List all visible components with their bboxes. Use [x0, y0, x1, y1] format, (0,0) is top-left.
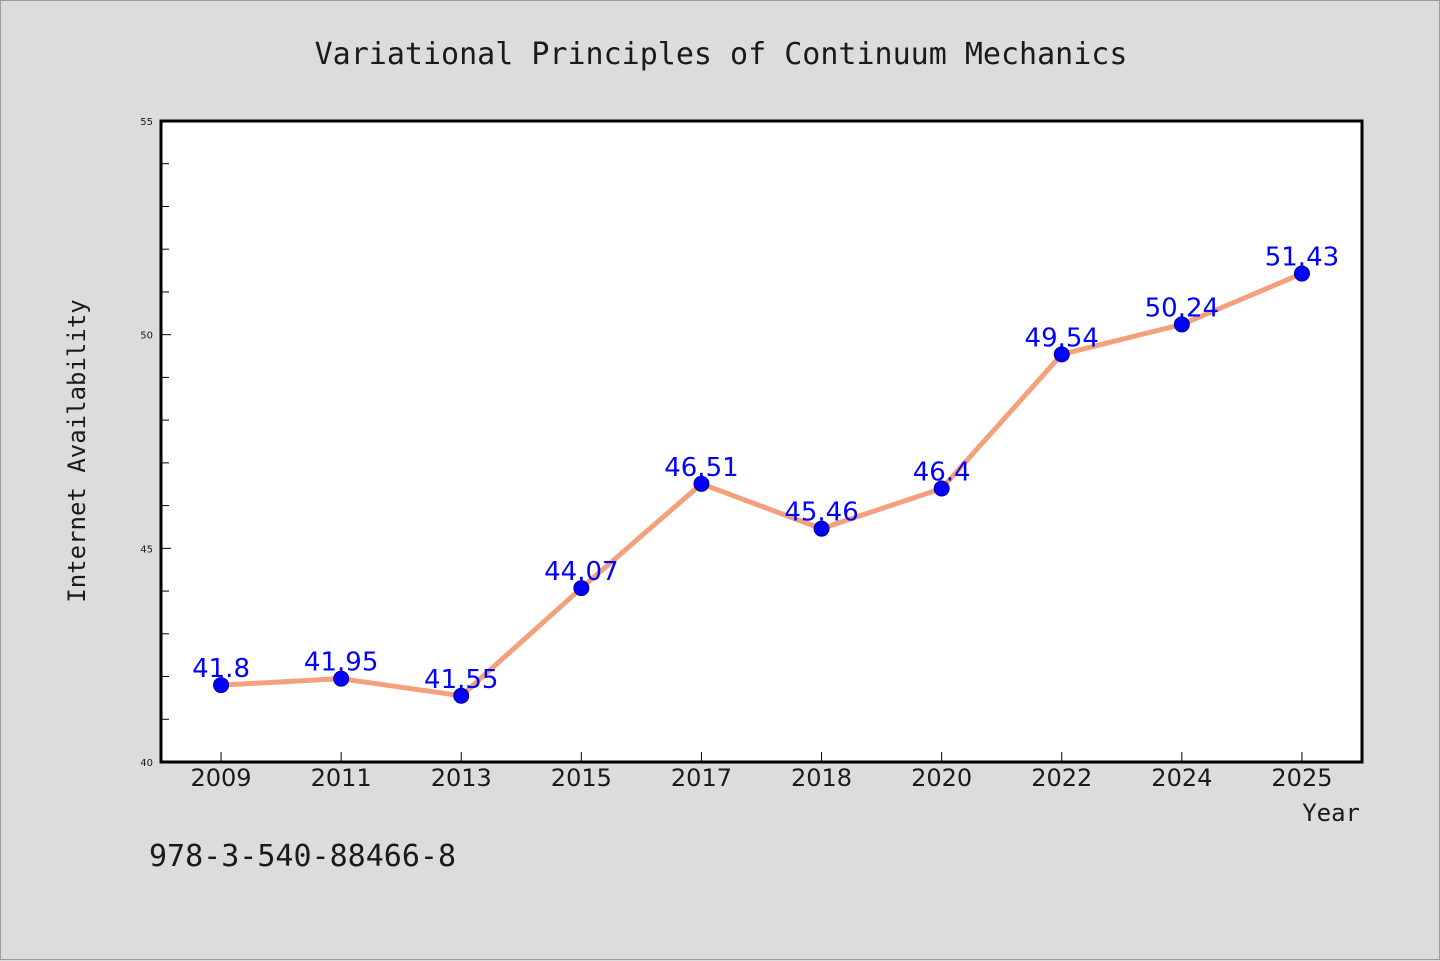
- data-label: 41.55: [424, 665, 498, 695]
- y-axis-ticks: 40 45 50 55: [140, 117, 171, 769]
- data-point: [213, 677, 230, 694]
- isbn-footer: 978-3-540-88466-8: [149, 839, 456, 874]
- data-label: 41.8: [192, 654, 250, 684]
- data-label: 51.43: [1265, 243, 1339, 273]
- data-label: 50.24: [1145, 293, 1219, 323]
- series-layer: 41.8 41.95 41.55 44.07 46.51 45.46 46.4 49.54 50…: [192, 243, 1339, 704]
- data-point: [933, 480, 950, 497]
- x-tick-label: 2013: [431, 764, 492, 792]
- x-tick-label: 2018: [791, 764, 852, 792]
- x-axis-ticks: 2009 2011 2013 2015 2017 2018 2020 2022 2024 2025: [191, 752, 1332, 792]
- x-tick-label: 2015: [551, 764, 612, 792]
- x-tick-label: 2017: [671, 764, 732, 792]
- y-tick-label: 40: [140, 758, 153, 769]
- series-line: [218, 271, 1305, 699]
- data-label: 41.95: [304, 648, 378, 678]
- x-tick-label: 2022: [1031, 764, 1092, 792]
- y-tick-label: 55: [140, 117, 153, 128]
- y-tick-label: 50: [140, 331, 153, 342]
- data-point: [453, 687, 470, 704]
- x-tick-label: 2009: [191, 764, 252, 792]
- x-tick-label: 2020: [911, 764, 972, 792]
- data-label: 49.54: [1025, 323, 1099, 353]
- data-point: [333, 670, 350, 687]
- data-label: 44.07: [544, 557, 618, 587]
- y-axis-label: Internet Availability: [63, 299, 91, 602]
- data-point: [693, 475, 710, 492]
- data-point: [813, 520, 830, 537]
- x-tick-label: 2025: [1271, 764, 1332, 792]
- y-tick-label: 45: [140, 544, 153, 555]
- x-tick-label: 2011: [311, 764, 372, 792]
- plot-area: [159, 119, 1364, 764]
- data-point: [1053, 346, 1070, 363]
- data-label: 46.4: [913, 458, 971, 488]
- x-axis-label: Year: [1302, 799, 1360, 827]
- data-label: 45.46: [784, 498, 858, 528]
- data-point: [1293, 265, 1310, 282]
- data-point: [573, 580, 590, 597]
- chart-title: Variational Principles of Continuum Mech…: [315, 37, 1128, 72]
- x-tick-label: 2024: [1151, 764, 1212, 792]
- data-point: [1173, 316, 1190, 333]
- data-label: 46.51: [664, 453, 738, 483]
